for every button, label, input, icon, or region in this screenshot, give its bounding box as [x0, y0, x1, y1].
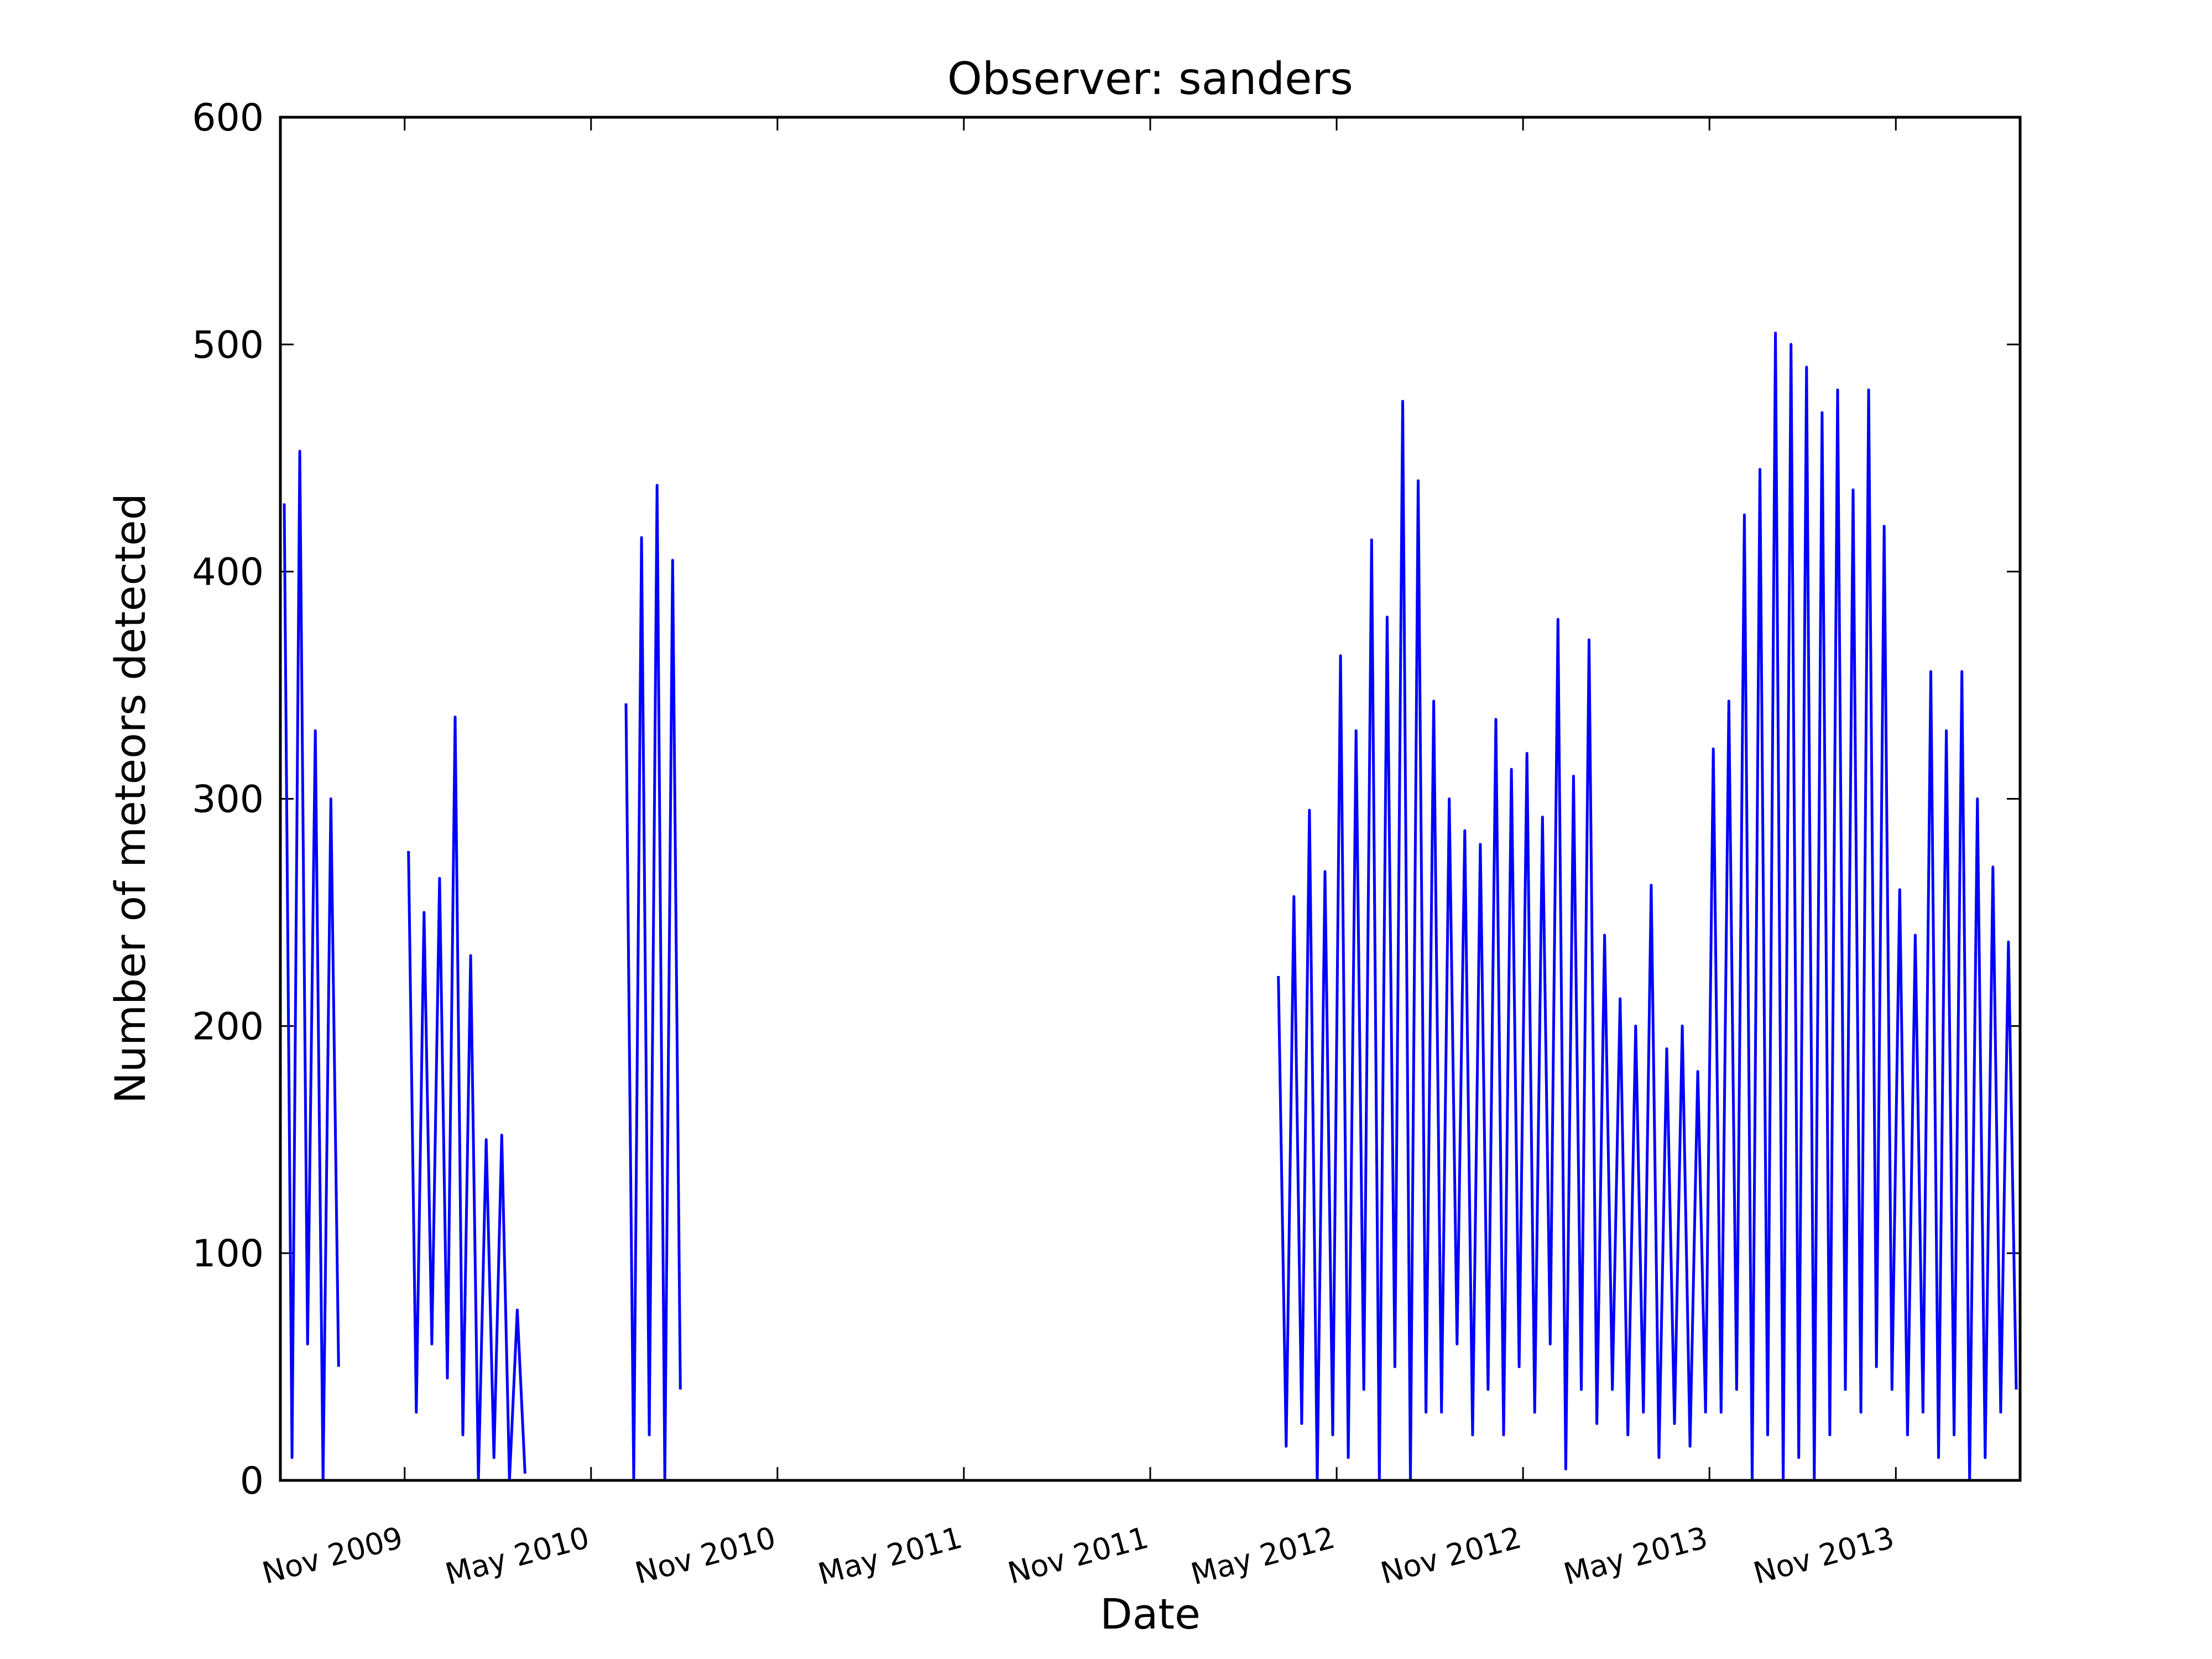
- y-tick-label: 400: [192, 551, 264, 594]
- y-tick-label: 300: [192, 778, 264, 822]
- y-tick-label: 600: [192, 96, 264, 140]
- x-axis-label: Date: [1100, 1589, 1201, 1639]
- y-axis-label: Number of meteors detected: [106, 493, 155, 1104]
- chart-title: Observer: sanders: [947, 53, 1353, 105]
- plot-frame: [279, 116, 2022, 1482]
- y-tick-label: 100: [192, 1232, 264, 1276]
- y-tick-label: 200: [192, 1005, 264, 1048]
- y-tick-label: 0: [240, 1459, 264, 1503]
- data-line: [283, 331, 2018, 1482]
- y-tick-label: 500: [192, 324, 264, 367]
